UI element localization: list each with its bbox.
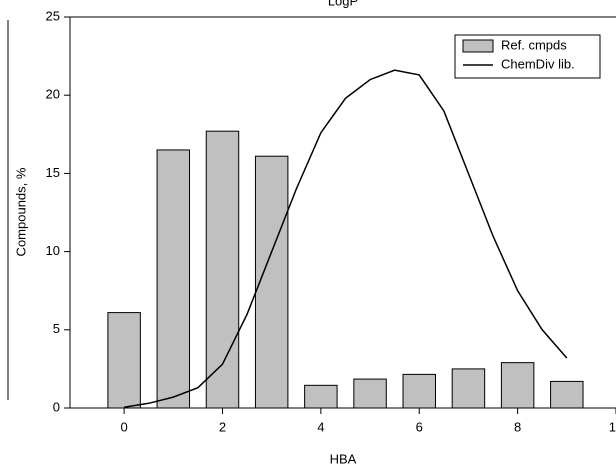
x-tick-label: 4 [317,419,324,434]
bar [107,312,141,409]
x-tick-label: 10 [609,419,616,434]
y-tick-label: 20 [46,87,60,102]
y-tick-label: 25 [46,8,60,23]
bar [156,149,191,409]
legend-label: ChemDiv lib. [501,56,575,71]
x-tick-label: 2 [219,419,226,434]
line [123,69,568,408]
y-tick-label: 15 [46,165,60,180]
y-tick-label: 0 [53,399,60,414]
bar [451,368,486,409]
x-axis-label: HBA [330,451,357,466]
bar [550,380,584,409]
bar [205,130,240,409]
bar [353,378,387,409]
legend-label: Ref. cmpds [501,37,567,52]
x-tick-label: 6 [416,419,423,434]
bar [402,373,436,409]
y-axis-label: Compounds, % [13,167,28,256]
x-tick-label: 0 [120,419,127,434]
x-tick-label: 8 [514,419,521,434]
y-tick-label: 10 [46,243,60,258]
chart-title: LogP [328,0,358,8]
bar [304,384,338,409]
y-tick-label: 5 [53,321,60,336]
legend-swatch [462,39,494,53]
bar [500,362,535,409]
